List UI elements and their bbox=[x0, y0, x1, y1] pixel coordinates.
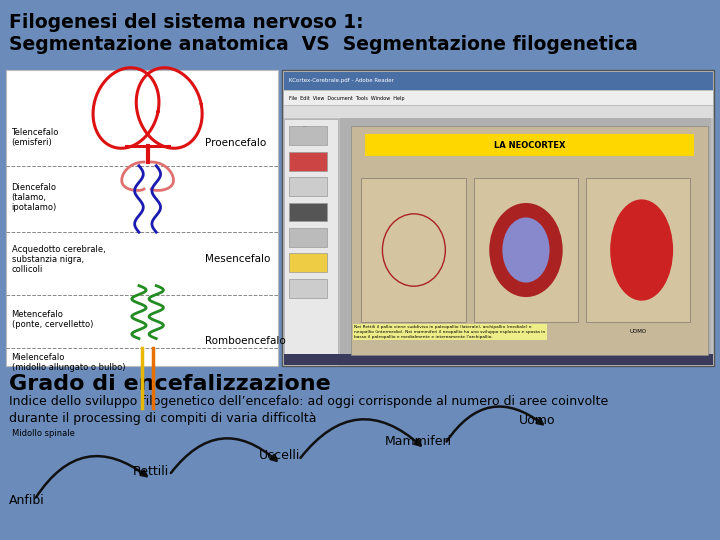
FancyArrowPatch shape bbox=[171, 438, 276, 473]
Ellipse shape bbox=[610, 199, 673, 301]
FancyBboxPatch shape bbox=[289, 279, 327, 298]
Ellipse shape bbox=[503, 218, 549, 282]
Text: TARTARUGA: TARTARUGA bbox=[397, 329, 430, 334]
Text: Filogenesi del sistema nervoso 1:: Filogenesi del sistema nervoso 1: bbox=[9, 14, 364, 32]
Text: Romboencefalo: Romboencefalo bbox=[205, 336, 286, 346]
Text: File  Edit  View  Document  Tools  Window  Help: File Edit View Document Tools Window Hel… bbox=[289, 96, 405, 101]
Text: Segmentazione anatomica  VS  Segmentazione filogenetica: Segmentazione anatomica VS Segmentazione… bbox=[9, 35, 637, 54]
Text: Mesencefalo: Mesencefalo bbox=[205, 254, 271, 264]
FancyBboxPatch shape bbox=[284, 106, 713, 118]
Text: Mielencefalo
(midollo allungato o bulbo): Mielencefalo (midollo allungato o bulbo) bbox=[12, 353, 125, 373]
FancyBboxPatch shape bbox=[6, 70, 278, 366]
Text: Rettili: Rettili bbox=[133, 465, 169, 478]
FancyBboxPatch shape bbox=[361, 178, 467, 322]
FancyArrowPatch shape bbox=[300, 419, 420, 458]
Text: Uccelli: Uccelli bbox=[259, 449, 300, 462]
Text: Pages: Pages bbox=[303, 126, 319, 131]
FancyBboxPatch shape bbox=[289, 228, 327, 247]
FancyBboxPatch shape bbox=[289, 126, 327, 145]
Text: Mammiferi: Mammiferi bbox=[385, 435, 452, 448]
Text: Proencefalo: Proencefalo bbox=[205, 138, 266, 148]
FancyBboxPatch shape bbox=[289, 152, 327, 171]
Text: Uomo: Uomo bbox=[518, 414, 555, 427]
FancyBboxPatch shape bbox=[284, 91, 713, 105]
Text: Midollo spinale: Midollo spinale bbox=[12, 429, 74, 437]
FancyArrowPatch shape bbox=[446, 407, 543, 442]
FancyBboxPatch shape bbox=[284, 119, 338, 365]
FancyBboxPatch shape bbox=[340, 118, 711, 363]
FancyBboxPatch shape bbox=[289, 253, 327, 272]
FancyBboxPatch shape bbox=[585, 178, 690, 322]
FancyBboxPatch shape bbox=[282, 70, 714, 366]
Text: Diencefalo
(talamo,
ipotalamo): Diencefalo (talamo, ipotalamo) bbox=[12, 183, 57, 212]
Ellipse shape bbox=[490, 203, 562, 297]
FancyBboxPatch shape bbox=[474, 178, 578, 322]
FancyBboxPatch shape bbox=[289, 177, 327, 196]
FancyArrowPatch shape bbox=[36, 456, 147, 497]
Text: Nei Rettili il pallio viene suddiviso in paleopallio (laterale), archipallio (me: Nei Rettili il pallio viene suddiviso in… bbox=[354, 325, 546, 339]
Text: Telencefalo
(emisferi): Telencefalo (emisferi) bbox=[12, 128, 59, 147]
FancyBboxPatch shape bbox=[284, 354, 713, 364]
FancyBboxPatch shape bbox=[351, 126, 708, 355]
FancyBboxPatch shape bbox=[289, 202, 327, 221]
Text: Anfibi: Anfibi bbox=[9, 494, 45, 507]
Text: Acquedotto cerebrale,
substanzia nigra,
collicoli: Acquedotto cerebrale, substanzia nigra, … bbox=[12, 245, 105, 274]
FancyBboxPatch shape bbox=[365, 134, 694, 156]
Text: Grado di encefalizzazione: Grado di encefalizzazione bbox=[9, 374, 330, 394]
Text: KCortex-Cerebrale.pdf - Adobe Reader: KCortex-Cerebrale.pdf - Adobe Reader bbox=[289, 78, 395, 83]
Text: Indice dello sviluppo filogenetico dell’encefalo: ad oggi corrisponde al numero : Indice dello sviluppo filogenetico dell’… bbox=[9, 395, 608, 426]
Text: CONIGLIO: CONIGLIO bbox=[513, 329, 539, 334]
Text: UOMO: UOMO bbox=[629, 329, 647, 334]
FancyBboxPatch shape bbox=[284, 72, 713, 90]
Text: Metencefalo
(ponte, cervelletto): Metencefalo (ponte, cervelletto) bbox=[12, 310, 93, 329]
Text: LA NEOCORTEX: LA NEOCORTEX bbox=[494, 141, 565, 150]
